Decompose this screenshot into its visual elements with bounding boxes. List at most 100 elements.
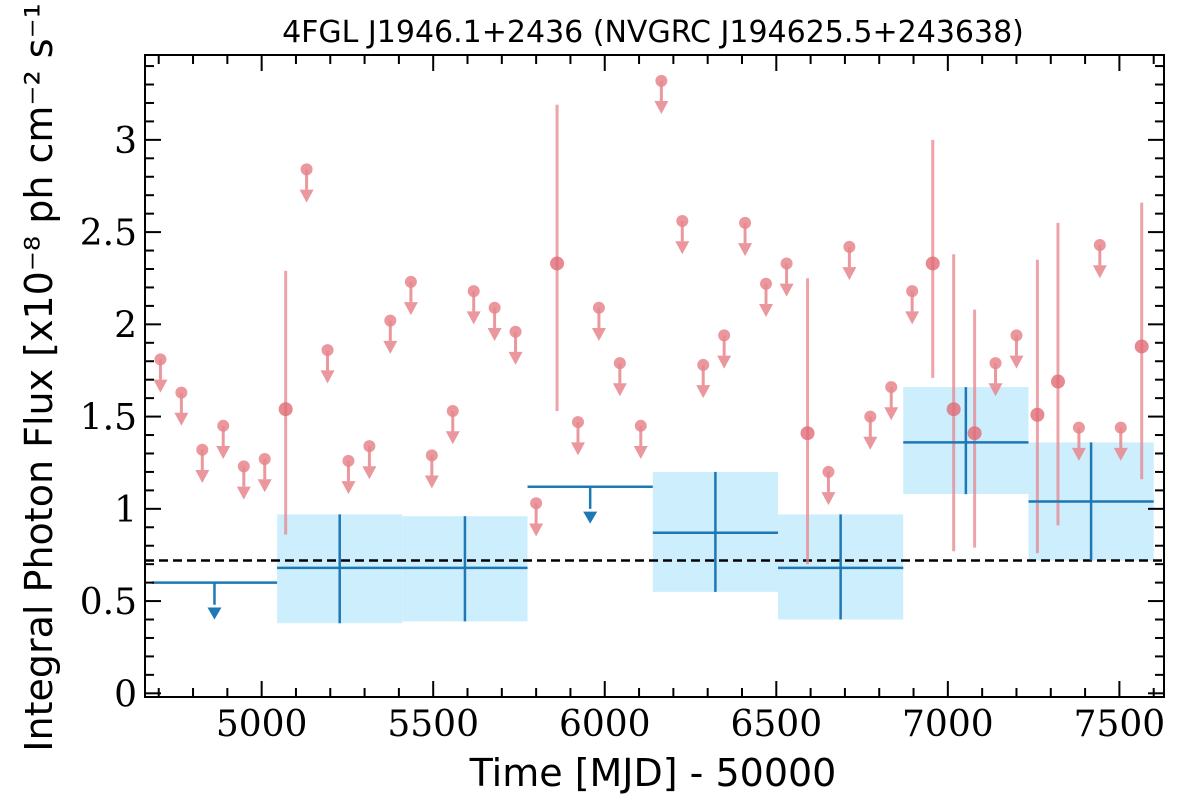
short-bin-point	[946, 402, 961, 417]
short-bin-upper-limit-marker	[196, 443, 209, 456]
short-bin-upper-limit-arrow	[216, 446, 231, 460]
short-bin-upper-limit-marker	[718, 329, 731, 342]
short-bin-upper-limit-marker	[760, 277, 773, 290]
short-bin-upper-limit-marker	[404, 275, 417, 288]
short-bin-upper-limit-arrow	[654, 101, 669, 115]
short-bin-upper-limit-arrow	[236, 486, 251, 500]
long-bin-upper-limit-arrow	[583, 511, 598, 524]
short-bin-upper-limit-marker	[864, 410, 877, 423]
short-bin-upper-limit-marker	[217, 419, 230, 432]
short-bin-upper-limit-marker	[530, 497, 543, 510]
x-tick-label: 7000	[902, 704, 994, 745]
short-bin-upper-limit-arrow	[779, 283, 794, 297]
y-tick-label: 1.5	[80, 398, 137, 439]
y-tick-label: 2.5	[80, 213, 137, 254]
short-bin-upper-limit-marker	[1010, 329, 1023, 342]
short-bin-point	[278, 402, 293, 417]
short-bin-upper-limit-arrow	[341, 481, 356, 495]
short-bin-upper-limit-marker	[488, 301, 501, 314]
x-tick-label: 5000	[216, 704, 308, 745]
short-bin-upper-limit-arrow	[1113, 447, 1128, 461]
short-bin-upper-limit-marker	[885, 381, 898, 394]
short-bin-upper-limit-arrow	[633, 446, 648, 460]
short-bin-upper-limit-marker	[384, 314, 397, 327]
short-bin-upper-limit-marker	[425, 449, 438, 462]
short-bin-upper-limit-arrow	[675, 241, 690, 255]
short-bin-upper-limit-marker	[592, 301, 605, 314]
short-bin-upper-limit-marker	[154, 353, 167, 366]
short-bin-upper-limit-arrow	[320, 370, 335, 384]
short-bin-upper-limit-marker	[697, 358, 710, 371]
short-bin-upper-limit-arrow	[508, 351, 523, 365]
short-bin-upper-limit-arrow	[1071, 447, 1086, 461]
short-bin-upper-limit-marker	[613, 357, 626, 370]
y-tick-label: 3	[114, 121, 137, 162]
short-bin-upper-limit-arrow	[759, 303, 774, 317]
short-bin-upper-limit-arrow	[466, 311, 481, 325]
short-bin-upper-limit-marker	[300, 163, 313, 176]
short-bin-upper-limit-arrow	[195, 470, 210, 483]
short-bin-upper-limit-marker	[822, 465, 835, 478]
short-bin-upper-limit-arrow	[842, 267, 857, 281]
plot-area: 5000 5500 6000 6500 7000 7500 0 0.5 1 1.5 2 2.5 3	[80, 54, 1166, 745]
short-bin-upper-limit-marker	[258, 453, 271, 466]
short-bin-upper-limit-arrow	[257, 479, 272, 493]
short-bin-upper-limit-marker	[571, 416, 584, 429]
short-bin-point	[1050, 374, 1065, 389]
short-bin-upper-limit-marker	[906, 285, 919, 298]
short-bin-point	[550, 256, 565, 271]
short-bin-upper-limit-marker	[175, 386, 188, 399]
short-bin-upper-limit-marker	[676, 215, 689, 228]
short-bin-upper-limit-arrow	[988, 383, 1003, 397]
short-bin-upper-limit-arrow	[1092, 265, 1107, 279]
short-bin-upper-limit-marker	[363, 440, 376, 453]
short-bin-upper-limit-marker	[989, 357, 1002, 370]
short-bin-upper-limit-marker	[780, 257, 793, 270]
short-bin-upper-limit-arrow	[529, 523, 544, 537]
short-bin-upper-limit-marker	[843, 240, 856, 253]
chart-title: 4FGL J1946.1+2436 (NVGRC J194625.5+24363…	[282, 15, 1024, 50]
short-bin-upper-limit-arrow	[174, 412, 189, 426]
short-bin-upper-limit-arrow	[821, 492, 836, 506]
short-bin-upper-limit-arrow	[570, 442, 585, 456]
long-bin-upper-limit-arrow	[207, 607, 222, 620]
short-bin-upper-limit-marker	[467, 285, 480, 298]
x-tick-label: 7500	[1074, 704, 1166, 745]
short-bin-point	[1134, 339, 1149, 354]
short-bin-upper-limit-marker	[446, 405, 459, 418]
short-bin-upper-limit-marker	[342, 454, 355, 467]
short-bin-upper-limit-arrow	[445, 431, 460, 445]
x-axis-label: Time [MJD] - 50000	[469, 751, 837, 795]
short-bin-upper-limit-arrow	[424, 475, 439, 489]
y-tick-label: 2	[114, 305, 137, 346]
x-tick-label: 5500	[387, 704, 479, 745]
y-tick-label: 0	[114, 674, 137, 715]
short-bin-upper-limit-marker	[739, 216, 752, 229]
short-bin-upper-limit-marker	[1093, 239, 1106, 252]
short-bin-upper-limit-arrow	[403, 302, 418, 316]
short-bin-upper-limit-arrow	[863, 436, 878, 450]
short-bin-upper-limit-arrow	[884, 407, 899, 421]
short-bin-point	[925, 256, 940, 271]
short-bin-upper-limit-arrow	[362, 466, 377, 480]
x-tick-label: 6000	[559, 704, 651, 745]
short-bin-point	[967, 426, 982, 441]
short-bin-upper-limit-arrow	[1009, 355, 1024, 369]
plot-frame	[144, 54, 1165, 698]
short-bin-upper-limit-arrow	[696, 385, 711, 399]
short-bin-upper-limit-marker	[509, 325, 522, 338]
short-bin-upper-limit-marker	[321, 344, 334, 357]
x-tick-label: 6500	[730, 704, 822, 745]
short-bin-point	[1030, 407, 1045, 422]
short-bin-upper-limit-arrow	[717, 355, 732, 369]
short-bin-upper-limit-marker	[655, 74, 668, 87]
short-bin-upper-limit-marker	[237, 460, 250, 473]
short-bin-upper-limit-arrow	[153, 379, 168, 393]
short-bin-upper-limit-arrow	[905, 311, 920, 325]
short-bin-upper-limit-arrow	[299, 189, 314, 203]
y-tick-label: 0.5	[80, 582, 137, 623]
short-bin-upper-limit-arrow	[383, 340, 398, 354]
y-axis-label: Integral Photon Flux [x10⁻⁸ ph cm⁻² s⁻¹]	[17, 0, 61, 752]
y-tick-label: 1	[114, 490, 137, 531]
short-bin-upper-limit-arrow	[738, 243, 753, 257]
